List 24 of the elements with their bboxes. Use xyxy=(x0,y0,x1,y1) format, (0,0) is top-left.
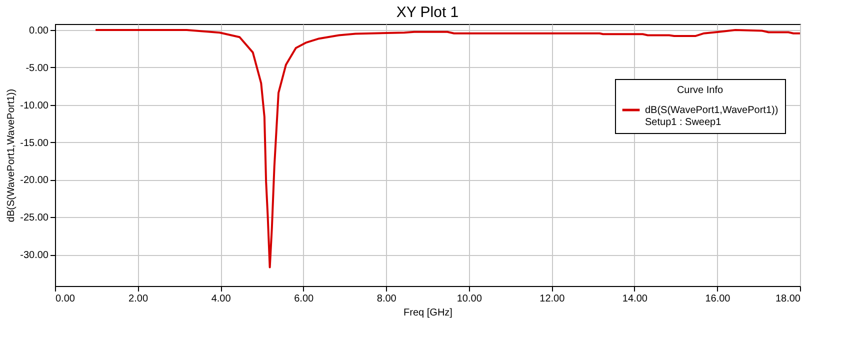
legend-label: dB(S(WavePort1,WavePort1)) xyxy=(645,105,778,116)
legend-title: Curve Info xyxy=(676,85,724,96)
y-tick-label: -5.00 xyxy=(26,62,49,74)
x-tick-label: 12.00 xyxy=(540,294,566,304)
x-tick-label: 2.00 xyxy=(128,294,148,304)
annotation: Setup1 : Sweep1 xyxy=(645,117,722,128)
y-tick-label: -30.00 xyxy=(20,250,49,262)
line-series xyxy=(94,28,801,268)
x-axis-title: Freq [GHz] xyxy=(404,308,453,318)
y-axis-title: dB(S(WavePort1,WavePort1)) xyxy=(6,88,18,222)
y-tick-label: -20.00 xyxy=(20,175,49,186)
x-tick-label: 6.00 xyxy=(294,294,314,304)
x-tick-label: 14.00 xyxy=(622,294,648,304)
x-tick-label: 4.00 xyxy=(211,294,232,304)
y-tick-label: -25.00 xyxy=(20,212,49,224)
y-tick-label: -15.00 xyxy=(20,138,49,149)
chart-title: XY Plot 1 xyxy=(396,4,459,21)
y-tick-label: -10.00 xyxy=(20,100,49,112)
y-tick-label: 0.00 xyxy=(29,25,49,36)
x-tick-label: 10.00 xyxy=(456,294,482,304)
x-tick-label: 16.00 xyxy=(705,294,731,304)
x-tick-label: 8.00 xyxy=(376,294,397,304)
x-tick-label: 0.00 xyxy=(56,294,76,304)
x-tick-label: 18.00 xyxy=(775,294,801,304)
